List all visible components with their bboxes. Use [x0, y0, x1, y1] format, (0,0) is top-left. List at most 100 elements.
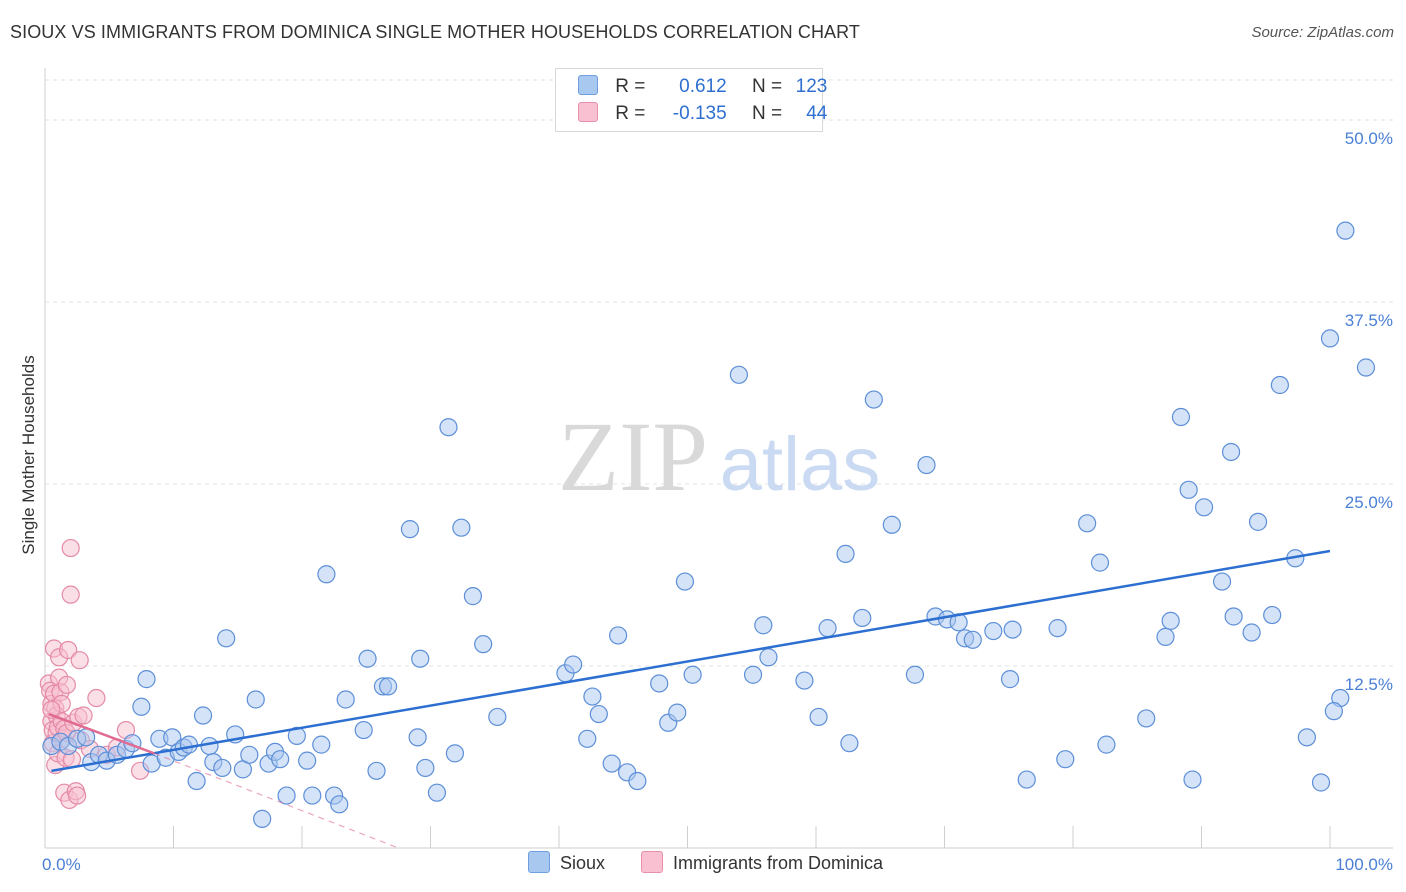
dominica-point — [74, 706, 93, 725]
sioux-point — [1161, 611, 1180, 630]
legend-row-sioux: R = 0.612 N = 123 — [578, 75, 827, 101]
sioux-point — [336, 690, 355, 709]
sioux-point — [1017, 770, 1036, 789]
sioux-point — [217, 629, 236, 648]
legend-n-value: 123 — [795, 76, 828, 97]
legend-row-dominica: R = -0.135 N = 44 — [578, 102, 827, 128]
sioux-point — [408, 728, 427, 747]
sioux-point — [1056, 750, 1075, 769]
sioux-point — [1320, 329, 1340, 348]
sioux-trend-line — [51, 549, 1331, 773]
sioux-point — [1356, 358, 1376, 377]
sioux-point — [193, 706, 213, 725]
x-tick-labels: 0.0% 100.0% — [42, 855, 1393, 874]
chart-source: Source: ZipAtlas.com — [1251, 24, 1394, 41]
legend-r-value: -0.135 — [672, 103, 727, 124]
bottom-legend-dominica: Immigrants from Dominica — [641, 851, 883, 874]
sioux-point — [488, 707, 507, 727]
sioux-point — [1156, 627, 1175, 646]
trend-lines — [48, 549, 1331, 849]
sioux-point — [1221, 442, 1241, 462]
sioux-point — [1194, 498, 1214, 517]
sioux-point — [1212, 572, 1232, 591]
y-axis-label: Single Mother Households — [19, 355, 38, 554]
bottom-legend-swatch-sioux — [528, 851, 550, 873]
sioux-point — [179, 735, 199, 754]
x-tick-label: 0.0% — [42, 855, 81, 874]
y-tick-label: 37.5% — [1345, 311, 1393, 330]
sioux-point — [583, 687, 602, 706]
sioux-point — [1097, 735, 1116, 754]
watermark: ZIP atlas — [558, 401, 880, 512]
sioux-point — [1242, 623, 1261, 642]
sioux-point — [1003, 620, 1022, 639]
sioux-point — [1311, 773, 1331, 792]
y-tick-label: 12.5% — [1345, 675, 1393, 694]
sioux-point — [1270, 375, 1289, 395]
sioux-point — [378, 677, 398, 696]
sioux-point — [650, 674, 669, 693]
dominica-point — [42, 700, 61, 719]
sioux-points — [42, 221, 1376, 828]
sioux-point — [474, 635, 493, 654]
y-tick-label: 25.0% — [1345, 493, 1393, 512]
bottom-legend-swatch-dominica — [641, 851, 663, 873]
dominica-trend-line — [48, 712, 155, 755]
sioux-point — [917, 455, 936, 475]
bottom-legend-label-sioux: Sioux — [560, 853, 606, 873]
sioux-point — [411, 649, 430, 668]
legend-swatch-dominica — [578, 102, 598, 122]
watermark-zip: ZIP — [558, 401, 708, 512]
sioux-point — [298, 751, 317, 770]
sioux-point — [668, 703, 687, 722]
sioux-point — [358, 649, 377, 668]
sioux-point — [984, 621, 1003, 641]
sioux-point — [1324, 702, 1343, 721]
sioux-point — [187, 771, 206, 791]
sioux-point — [1336, 221, 1355, 240]
stats-legend: R = 0.612 N = 123 R = -0.135 N = 44 — [555, 68, 827, 132]
sioux-point — [809, 707, 828, 727]
watermark-atlas: atlas — [720, 422, 881, 507]
sioux-point — [1000, 670, 1020, 689]
sioux-point — [240, 745, 259, 764]
sioux-point — [132, 697, 151, 716]
sioux-point — [628, 771, 647, 791]
sioux-point — [463, 587, 483, 606]
sioux-point — [578, 729, 597, 748]
sioux-point — [564, 655, 583, 674]
legend-n-label: N = — [751, 76, 783, 97]
legend-n-value: 44 — [806, 103, 828, 124]
sioux-point — [675, 572, 695, 591]
sioux-point — [445, 744, 465, 763]
sioux-point — [1137, 709, 1156, 728]
sioux-point — [589, 704, 608, 724]
legend-r-label: R = — [615, 103, 646, 124]
sioux-point — [277, 786, 296, 805]
sioux-point — [1090, 553, 1110, 572]
sioux-point — [416, 758, 435, 778]
dominica-point — [68, 786, 87, 805]
chart-title: SIOUX VS IMMIGRANTS FROM DOMINICA SINGLE… — [10, 22, 861, 42]
sioux-point — [271, 750, 290, 769]
sioux-point — [1248, 512, 1268, 531]
sioux-point — [330, 795, 349, 814]
sioux-point — [253, 809, 272, 828]
sioux-point — [312, 735, 331, 754]
sioux-point — [400, 520, 420, 539]
sioux-point — [200, 736, 219, 756]
dominica-point — [70, 651, 89, 670]
sioux-point — [602, 754, 621, 773]
sioux-point — [905, 665, 925, 684]
y-tick-labels: 12.5% 25.0% 37.5% 50.0% — [1345, 129, 1393, 694]
bottom-legend-label-dominica: Immigrants from Dominica — [673, 853, 884, 873]
sioux-point — [743, 665, 763, 684]
legend-r-label: R = — [615, 76, 646, 97]
dominica-point — [57, 675, 76, 695]
sioux-point — [729, 365, 749, 384]
dominica-point — [61, 585, 80, 604]
sioux-point — [1297, 728, 1316, 747]
sioux-point — [1183, 770, 1202, 789]
sioux-point — [439, 418, 458, 437]
